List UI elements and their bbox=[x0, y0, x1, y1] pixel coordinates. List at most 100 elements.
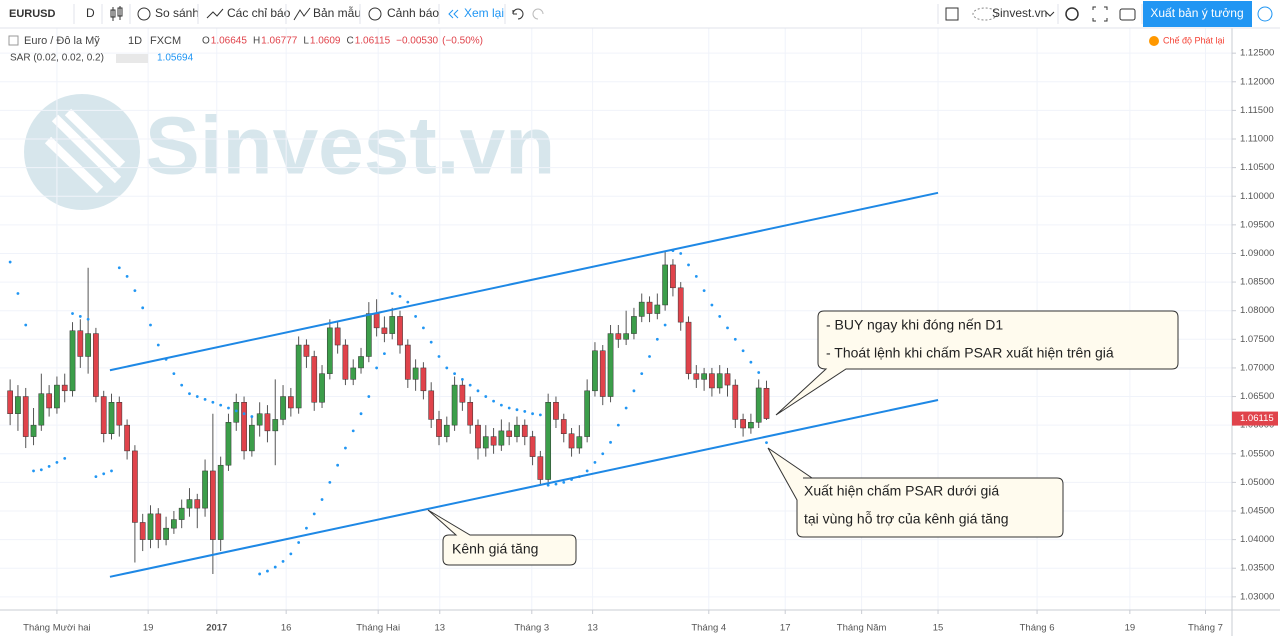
sar-dot bbox=[71, 312, 74, 315]
sar-dot bbox=[765, 441, 768, 445]
sar-dot bbox=[562, 480, 566, 484]
y-tick-label: 1.04500 bbox=[1240, 506, 1274, 517]
collapse-icon[interactable] bbox=[8, 35, 19, 46]
sar-dot bbox=[188, 392, 191, 396]
x-tick-label: Tháng 4 bbox=[691, 623, 726, 634]
candle-body bbox=[69, 330, 76, 392]
candle-body bbox=[139, 522, 146, 540]
candle-body bbox=[264, 413, 271, 432]
candle-body bbox=[670, 264, 676, 289]
undo-icon[interactable] bbox=[512, 8, 524, 20]
candle-body bbox=[256, 413, 263, 426]
candle-body bbox=[607, 333, 614, 397]
sar-dot bbox=[445, 366, 449, 370]
annotation: Xuất hiện chấm PSAR dưới giá bbox=[804, 483, 999, 499]
candle-body bbox=[560, 419, 567, 434]
x-tick-label: 17 bbox=[780, 623, 791, 634]
y-tick-label: 1.09500 bbox=[1240, 219, 1274, 230]
candle-body bbox=[7, 390, 13, 414]
sar-dot bbox=[281, 559, 285, 563]
candle-body bbox=[709, 373, 715, 389]
candle-body bbox=[529, 436, 536, 457]
ohlc-value: 1.06645 bbox=[211, 36, 248, 47]
sar-dot bbox=[47, 464, 51, 468]
account[interactable]: Sinvest.vn bbox=[992, 6, 1047, 20]
sar-dot bbox=[328, 480, 332, 484]
play-icon[interactable] bbox=[1257, 6, 1273, 22]
y-tick-label: 1.08500 bbox=[1240, 277, 1274, 288]
sar-dot bbox=[538, 413, 542, 417]
y-tick-label: 1.11500 bbox=[1240, 105, 1274, 116]
candle-body bbox=[155, 513, 162, 540]
indicator-name: SAR (0.02, 0.02, 0.2) bbox=[10, 53, 104, 64]
chart-style-icon[interactable] bbox=[110, 6, 123, 21]
sar-dot bbox=[687, 263, 690, 267]
alerts-icon[interactable] bbox=[368, 7, 382, 21]
indicators[interactable]: Các chỉ báo bbox=[227, 6, 291, 20]
candle-body bbox=[443, 424, 450, 437]
y-tick-label: 1.10000 bbox=[1240, 191, 1274, 202]
y-tick-label: 1.06500 bbox=[1240, 391, 1274, 402]
cloud-icon[interactable] bbox=[972, 7, 998, 21]
sar-dot bbox=[8, 260, 12, 264]
publish-button[interactable] bbox=[1143, 1, 1252, 27]
compare-icon[interactable] bbox=[137, 7, 151, 21]
candle-body bbox=[132, 450, 138, 523]
indicators-icon[interactable] bbox=[206, 8, 224, 19]
candle-body bbox=[490, 436, 497, 446]
candle-body bbox=[638, 301, 645, 317]
sar-dot bbox=[55, 460, 59, 464]
sar-dot bbox=[156, 343, 160, 347]
publish-label[interactable]: Xuất bản ý tưởng bbox=[1150, 6, 1243, 20]
candle-body bbox=[217, 464, 224, 540]
sar-dot bbox=[344, 446, 347, 450]
fullscreen-icon[interactable] bbox=[1092, 6, 1108, 22]
x-tick-label: Tháng 6 bbox=[1020, 623, 1055, 634]
candle-body bbox=[467, 402, 474, 426]
candle-body bbox=[514, 424, 520, 437]
sar-dot bbox=[390, 292, 394, 295]
y-tick-label: 1.12000 bbox=[1240, 76, 1274, 87]
change: −0.00530 bbox=[396, 36, 438, 47]
candle-body bbox=[319, 373, 325, 403]
redo-icon[interactable] bbox=[532, 8, 544, 20]
candle-body bbox=[755, 387, 762, 423]
indicator-value: 1.05694 bbox=[157, 53, 194, 64]
interval[interactable]: D bbox=[86, 6, 95, 20]
candle-body bbox=[475, 424, 481, 449]
sar-dot bbox=[624, 406, 628, 410]
y-tick-label: 1.03500 bbox=[1240, 563, 1274, 574]
sar-dot bbox=[585, 469, 589, 473]
templates-icon[interactable] bbox=[293, 7, 311, 21]
indicator-buttons[interactable] bbox=[116, 54, 148, 63]
alerts[interactable]: Cảnh báo bbox=[387, 6, 439, 20]
templates[interactable]: Bản mẫu bbox=[313, 5, 361, 20]
sar-dot bbox=[336, 463, 340, 467]
snapshot-icon[interactable] bbox=[1119, 8, 1136, 21]
settings-icon[interactable] bbox=[1065, 7, 1079, 21]
candle-body bbox=[30, 424, 37, 437]
candle-body bbox=[171, 519, 177, 529]
candle-body bbox=[210, 470, 216, 540]
account-caret[interactable] bbox=[1045, 11, 1055, 17]
compare[interactable]: So sánh bbox=[155, 6, 199, 20]
y-tick-label: 1.05000 bbox=[1240, 477, 1274, 488]
replay-icon[interactable] bbox=[448, 9, 459, 19]
candle-body bbox=[748, 422, 754, 429]
y-tick-label: 1.07500 bbox=[1240, 334, 1274, 345]
ohlc-key: O bbox=[202, 36, 210, 47]
symbol[interactable]: EURUSD bbox=[9, 8, 56, 20]
replay[interactable]: Xem lại bbox=[464, 6, 504, 20]
candle-body bbox=[100, 396, 107, 434]
ohlc-value: 1.0609 bbox=[310, 36, 341, 47]
sar-dot bbox=[16, 292, 20, 295]
sar-dot bbox=[242, 412, 246, 416]
annotation: tại vùng hỗ trợ của kênh giá tăng bbox=[804, 511, 1009, 527]
candle-body bbox=[521, 424, 528, 437]
candle-body bbox=[404, 344, 411, 380]
candle-body bbox=[459, 384, 466, 403]
candle-body bbox=[498, 430, 505, 446]
candle-body bbox=[287, 396, 294, 409]
layout-icon[interactable] bbox=[945, 7, 959, 21]
sar-dot bbox=[32, 469, 35, 473]
